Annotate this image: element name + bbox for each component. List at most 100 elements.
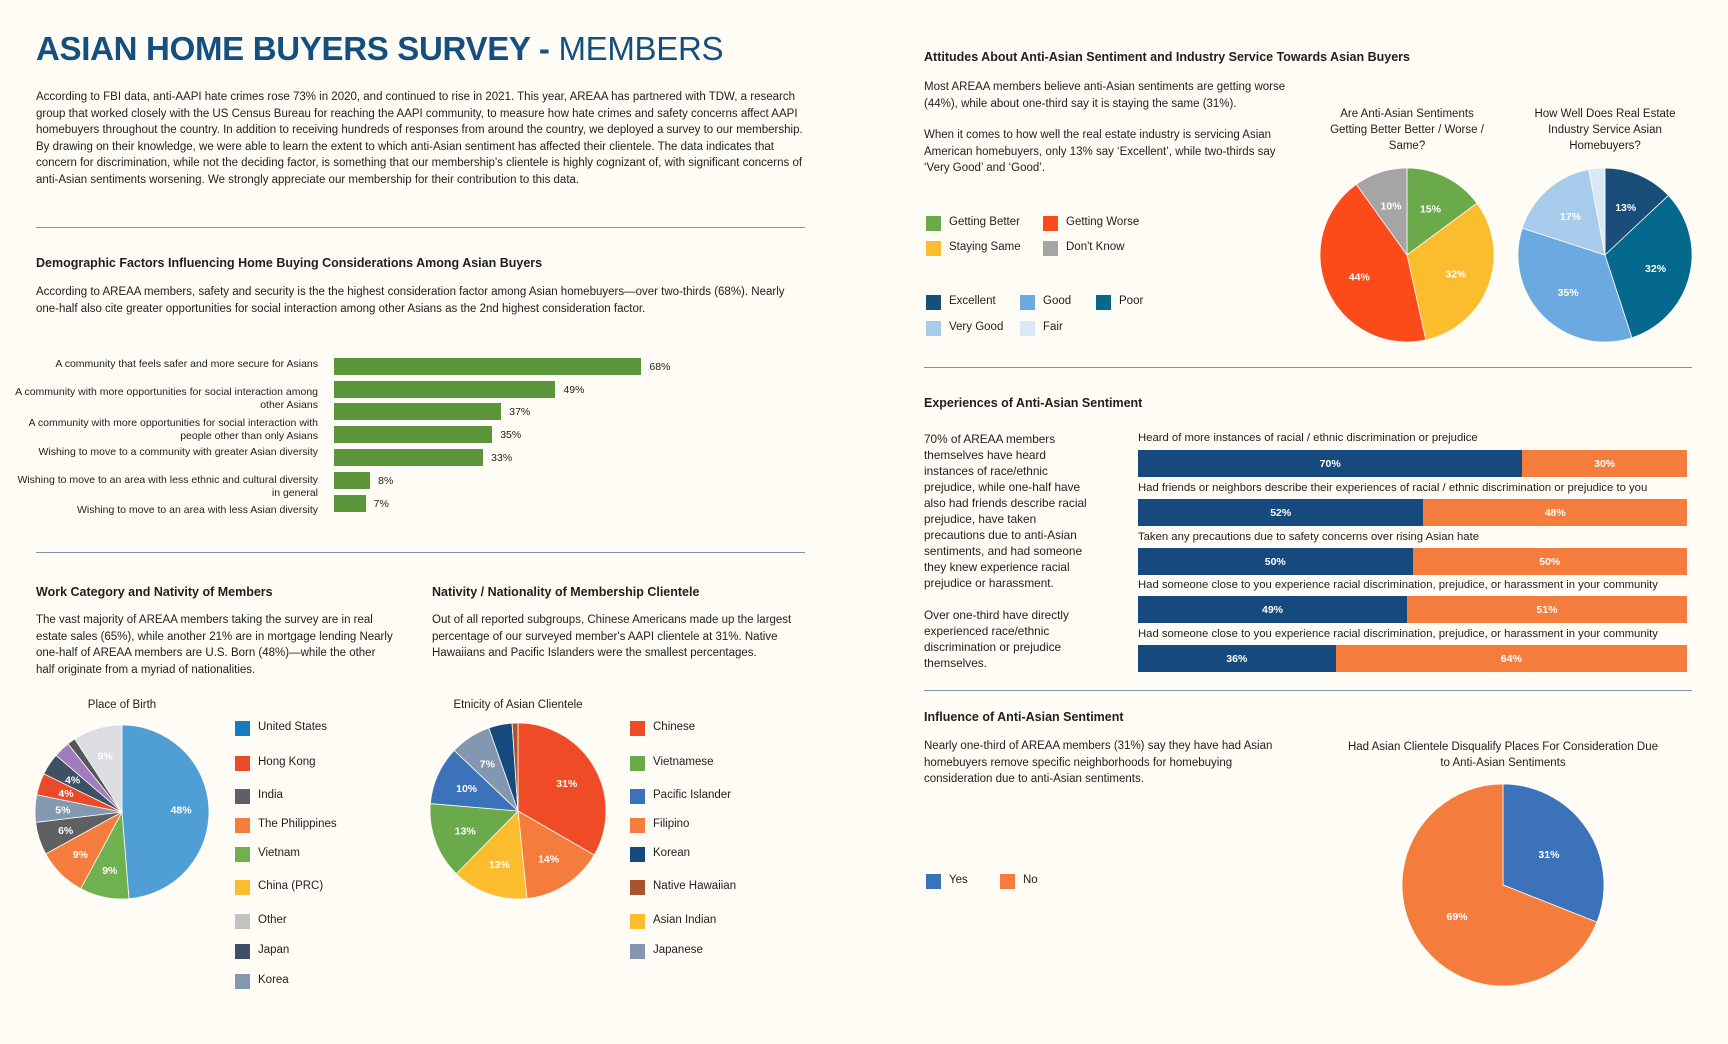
influence-text: Nearly one-third of AREAA members (31%) … [924,740,1273,786]
legend-label: Hong Kong [258,756,316,768]
legend-swatch [1020,321,1035,336]
pie-slice [74,724,123,814]
bar-value-label: 37% [509,406,531,418]
legend-swatch [630,756,645,771]
bar-segment-no: 51% [1407,596,1687,623]
legend-swatch [235,974,250,989]
pie-slice-label: 14% [538,853,560,865]
legend-label: Vietnam [258,847,300,859]
bar-segment-yes: 49% [1138,596,1407,623]
experience-row-label: Had someone close to you experience raci… [1138,579,1658,591]
influence-heading: Influence of Anti-Asian Sentiment [924,710,1124,724]
sentiment-pie-title: Are Anti-Asian Sentiments Getting Better… [1330,108,1484,152]
bar [334,403,502,420]
legend-label: Good [1043,295,1072,307]
pie-slice-label: 9% [98,750,114,762]
divider [36,552,805,553]
divider [924,367,1692,368]
pie-slice-label: 7% [480,759,496,771]
service-pie-title: How Well Does Real Estate Industry Servi… [1534,108,1676,152]
legend-label: Korea [258,974,289,986]
bar [334,495,366,512]
legend-label: Don't Know [1066,241,1125,253]
pie-slice [1319,183,1427,343]
bar-segment-yes: 70% [1138,450,1523,477]
pie-slice [1406,167,1478,256]
pie-slice-label: 4% [65,774,81,786]
pie-slice-label: 31% [1538,849,1560,861]
experiences-text-2: Over one-third have directly experienced… [924,608,1069,670]
legend-label: Korean [653,847,691,859]
pie-slice [1604,167,1669,256]
nativity-text: Out of all reported subgroups, Chinese A… [432,614,792,660]
experience-row-label: Heard of more instances of racial / ethn… [1138,432,1478,444]
pie-slice [1521,169,1606,256]
legend-swatch [235,756,250,771]
divider [924,690,1692,691]
experience-row-label: Had friends or neighbors describe their … [1138,482,1648,494]
legend-label: United States [258,721,328,733]
bar-category-label: Wishing to move to a community with grea… [38,446,318,458]
pie-slice-label: 17% [1560,211,1582,223]
legend-swatch [1096,295,1111,310]
bar-segment-no: 64% [1335,645,1687,672]
pie-slice [121,724,210,900]
legend-label: Getting Better [949,216,1020,228]
pie-slice-label: 9% [73,849,89,861]
bar-category-label: Wishing to move to an area with less Asi… [76,504,318,516]
pie-slice-label: 13% [1615,202,1637,214]
legend-swatch [630,880,645,895]
legend-swatch [630,818,645,833]
disqualify-pie-title: Had Asian Clientele Disqualify Places Fo… [1347,741,1659,769]
bar-segment-yes: 52% [1138,499,1424,526]
legend-swatch [235,789,250,804]
pie-slice [511,722,519,812]
legend-label: Filipino [653,818,690,830]
bar-category-label: A community that feels safer and more se… [55,358,318,370]
bar [334,358,642,375]
work-heading: Work Category and Nativity of Members [36,585,273,599]
legend-label: Excellent [949,295,996,307]
bar-segment-no: 30% [1522,450,1687,477]
pie-slice-label: 35% [1558,287,1580,299]
pie-slice [1406,202,1495,341]
pie-slice-label: 48% [171,805,193,817]
legend-swatch [926,874,941,889]
pie-slice [1604,194,1693,339]
pie-slice-label: 69% [1447,911,1469,923]
attitudes-text-2: When it comes to how well the real estat… [924,129,1276,175]
legend-swatch [926,295,941,310]
page-title: ASIAN HOME BUYERS SURVEY - MEMBERS [36,30,724,67]
legend-swatch [1043,241,1058,256]
legend-label: Other [258,914,287,926]
pie-slice [1517,227,1633,343]
legend-label: Pacific Islander [653,789,731,801]
bar [334,472,371,489]
ethnicity-title: Etnicity of Asian Clientele [453,699,583,711]
legend-swatch [235,721,250,736]
legend-label: Japanese [653,944,703,956]
legend-label: India [258,789,283,801]
legend-swatch [235,944,250,959]
work-text: The vast majority of AREAA members takin… [36,614,393,676]
pie-slice-label: 32% [1645,263,1667,275]
pie-slice [455,810,528,900]
pie-slice [1355,167,1408,257]
legend-swatch [630,914,645,929]
pie-slice-label: 13% [489,859,511,871]
legend-swatch [926,321,941,336]
pie-slice-label: 15% [1420,203,1442,215]
legend-label: Vietnamese [653,756,714,768]
attitudes-heading: Attitudes About Anti-Asian Sentiment and… [924,50,1410,64]
legend-swatch [235,914,250,929]
legend-swatch [926,241,941,256]
legend-label: Staying Same [949,241,1021,253]
bar-segment-yes: 36% [1138,645,1336,672]
legend-swatch [630,789,645,804]
legend-label: Japan [258,944,290,956]
pie-slice-label: 4% [58,788,74,800]
legend-label: The Philippines [258,818,337,830]
bar-segment-no: 50% [1412,548,1687,575]
experience-row-label: Taken any precautions due to safety conc… [1138,531,1479,543]
bar-category-label: A community with more opportunities for … [15,386,318,411]
